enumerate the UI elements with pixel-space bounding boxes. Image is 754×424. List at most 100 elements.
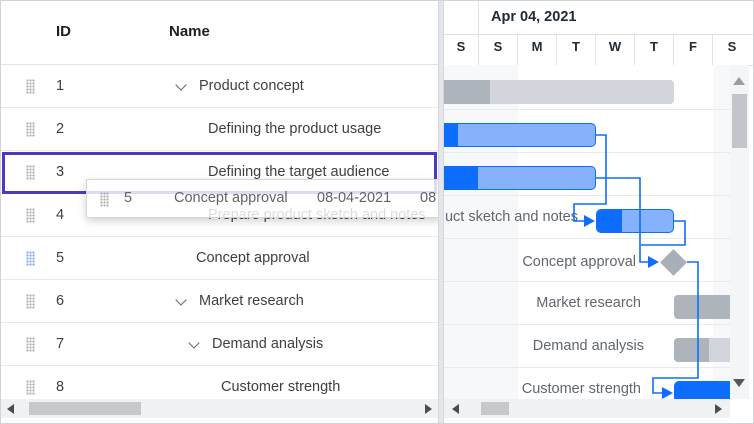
- timeline-divider: [673, 34, 674, 65]
- taskbar-defining-target-audience[interactable]: [444, 166, 596, 190]
- grid-hscroll-thumb[interactable]: [29, 402, 141, 415]
- parent-taskbar-demand-analysis[interactable]: [674, 338, 730, 362]
- taskbar-progress: [597, 210, 622, 232]
- timeline-week-label: Apr 04, 2021: [491, 9, 577, 25]
- chart-horizontal-scrollbar[interactable]: [444, 399, 730, 418]
- day-label: T: [572, 39, 580, 54]
- cell-id: 1: [56, 78, 65, 94]
- chart-vertical-scrollbar[interactable]: [730, 65, 749, 399]
- day-label: S: [727, 39, 737, 54]
- taskbar-left-label: Concept approval: [522, 254, 636, 270]
- day-label: M: [531, 39, 543, 54]
- timeline-divider: [595, 34, 596, 65]
- timeline-week-tier: Apr 04, 2021: [444, 1, 753, 35]
- timeline-divider: [556, 34, 557, 65]
- taskbar-defining-product-usage[interactable]: [444, 123, 596, 147]
- grid-rows-viewport: 1 Product concept 2 Defining the product…: [1, 65, 438, 399]
- row-divider: [444, 281, 730, 282]
- day-label: F: [689, 39, 697, 54]
- timeline-divider: [478, 1, 479, 34]
- scroll-down-icon[interactable]: [733, 379, 745, 387]
- parent-taskbar-product-concept[interactable]: [444, 80, 674, 104]
- row-drag-handle-icon[interactable]: [26, 380, 35, 395]
- drag-tooltip-end-date: 08: [420, 190, 437, 206]
- chevron-down-icon[interactable]: [188, 337, 200, 349]
- chevron-down-icon[interactable]: [175, 294, 187, 306]
- scroll-left-icon[interactable]: [452, 404, 459, 414]
- taskbar-progress: [444, 167, 478, 189]
- cell-name: Market research: [199, 293, 304, 309]
- row-drag-handle-icon[interactable]: [26, 208, 35, 223]
- table-row[interactable]: 7 Demand analysis: [1, 323, 438, 366]
- chevron-down-icon[interactable]: [175, 79, 187, 91]
- row-drag-handle-icon: [100, 192, 109, 207]
- taskbar-left-label: Demand analysis: [532, 338, 644, 354]
- cell-id: 8: [56, 379, 65, 395]
- column-header-id[interactable]: ID: [56, 23, 71, 40]
- taskbar-progress: [444, 80, 490, 104]
- milestone-diamond-concept-approval[interactable]: [660, 249, 687, 276]
- cell-id: 7: [56, 336, 65, 352]
- table-row[interactable]: 6 Market research: [1, 280, 438, 323]
- row-divider: [444, 195, 730, 196]
- drag-tooltip-id: 5: [124, 190, 133, 206]
- timeline-divider: [517, 34, 518, 65]
- table-row[interactable]: 8 Customer strength: [1, 366, 438, 399]
- taskbar-left-label: Prepare product sketch and notes: [444, 209, 578, 225]
- parent-taskbar-market-research[interactable]: [674, 295, 730, 319]
- timeline-divider: [478, 34, 479, 65]
- day-label: W: [608, 39, 622, 54]
- column-header-name[interactable]: Name: [169, 23, 210, 40]
- taskbar-progress: [674, 338, 709, 362]
- cell-name: Defining the product usage: [208, 121, 382, 137]
- row-drag-tooltip: 5 Concept approval 08-04-2021 08: [86, 179, 438, 218]
- table-row[interactable]: 2 Defining the product usage: [1, 108, 438, 151]
- drag-tooltip-start-date: 08-04-2021: [317, 190, 392, 206]
- cell-name: Concept approval: [196, 250, 310, 266]
- taskbar-left-label: Market research: [536, 295, 641, 311]
- row-drag-handle-icon[interactable]: [26, 337, 35, 352]
- row-divider: [444, 109, 730, 110]
- day-label: S: [456, 39, 466, 54]
- scroll-left-icon[interactable]: [7, 404, 14, 414]
- row-drag-handle-icon[interactable]: [26, 122, 35, 137]
- row-drag-handle-icon[interactable]: [26, 251, 35, 266]
- row-drag-handle-icon[interactable]: [26, 165, 35, 180]
- chart-vscroll-thumb[interactable]: [732, 94, 747, 148]
- row-divider: [444, 152, 730, 153]
- scroll-right-icon[interactable]: [715, 404, 722, 414]
- scroll-right-icon[interactable]: [425, 404, 432, 414]
- row-drag-handle-icon[interactable]: [26, 79, 35, 94]
- cell-name: Customer strength: [221, 379, 341, 395]
- grid-horizontal-scrollbar[interactable]: [1, 399, 438, 418]
- timeline-divider: [712, 34, 713, 65]
- timeline-divider: [634, 34, 635, 65]
- scroll-up-icon[interactable]: [733, 77, 745, 85]
- grid-header: ID Name: [1, 1, 438, 65]
- table-row[interactable]: 1 Product concept: [1, 65, 438, 108]
- row-drag-handle-icon[interactable]: [26, 294, 35, 309]
- chart-pane: Apr 04, 2021 S S M T W T F S: [444, 1, 753, 423]
- chart-hscroll-thumb[interactable]: [481, 402, 509, 415]
- cell-id: 3: [56, 164, 65, 180]
- chart-body: Prepare product sketch and notes Concept…: [444, 65, 730, 399]
- weekend-band: [444, 65, 518, 399]
- cell-name: Product concept: [199, 78, 304, 94]
- cell-name: Demand analysis: [212, 336, 324, 352]
- row-divider: [444, 367, 730, 368]
- timeline-day-tier: S S M T W T F S: [444, 34, 753, 66]
- row-divider: [444, 324, 730, 325]
- drag-tooltip-name: Concept approval: [174, 190, 288, 206]
- cell-name: Defining the target audience: [208, 164, 390, 180]
- day-label: S: [493, 39, 503, 54]
- taskbar-customer-strength[interactable]: [674, 381, 730, 399]
- taskbar-prepare-product-sketch[interactable]: [596, 209, 674, 233]
- pane-splitter[interactable]: [438, 1, 444, 423]
- day-label: T: [650, 39, 658, 54]
- taskbar-progress: [444, 124, 458, 146]
- table-row[interactable]: Concept approval 5: [1, 237, 438, 280]
- cell-id: 5: [56, 250, 65, 266]
- taskbar-left-label: Customer strength: [521, 381, 641, 397]
- grid-pane: ID Name 1 Product concept 2 Defining the…: [1, 1, 438, 423]
